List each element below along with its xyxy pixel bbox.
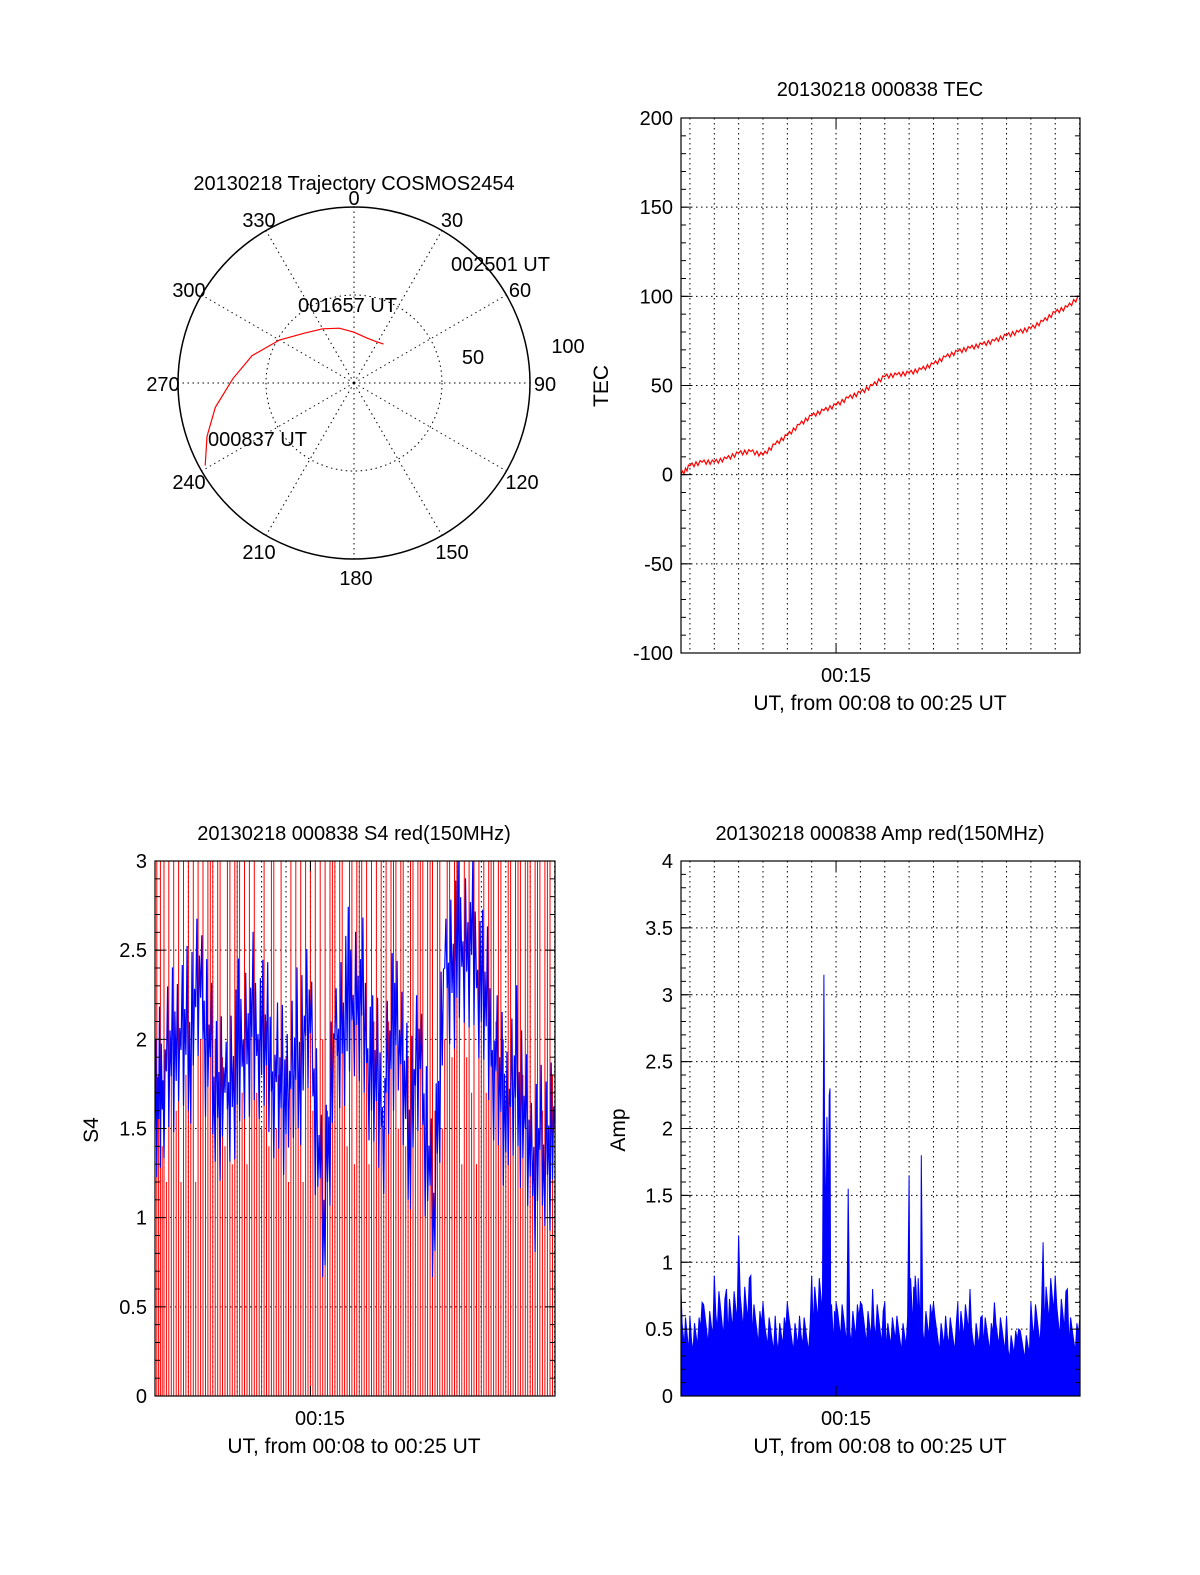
amp-x-tick-label: 00:15 bbox=[821, 1408, 871, 1430]
amp-y-axis-label: Amp bbox=[607, 1108, 630, 1151]
y-tick-label: 3 bbox=[136, 851, 147, 873]
tec-grid bbox=[681, 118, 1081, 653]
trajectory-track-line bbox=[204, 327, 384, 466]
tec-y-tick-labels: -100 -50 0 50 100 150 200 bbox=[633, 108, 673, 665]
polar-angle-label: 300 bbox=[172, 280, 205, 302]
y-tick-label: 100 bbox=[640, 286, 673, 308]
polar-angle-label: 270 bbox=[146, 374, 179, 396]
s4-title: 20130218 000838 S4 red(150MHz) bbox=[197, 823, 511, 845]
y-tick-label: 0.5 bbox=[645, 1319, 673, 1341]
amp-panel: 20130218 000838 Amp red(150MHz) 0 0.5 1 1.5… bbox=[607, 823, 1081, 1458]
polar-spoke-210 bbox=[265, 382, 355, 536]
tec-plot-frame bbox=[680, 117, 1081, 654]
s4-blue-series-line bbox=[154, 860, 556, 1278]
polar-radial-labels: 50 100 bbox=[462, 336, 585, 369]
polar-angle-labels: 0 30 60 90 120 150 180 210 240 270 300 330 bbox=[146, 188, 556, 590]
polar-angle-label: 90 bbox=[534, 374, 556, 396]
polar-angle-label: 30 bbox=[441, 210, 463, 232]
trajectory-annotation: 002501 UT bbox=[451, 254, 550, 276]
s4-y-tick-labels: 0 0.5 1 1.5 2 2.5 3 bbox=[119, 851, 147, 1408]
y-tick-label: 2.5 bbox=[645, 1052, 673, 1074]
tec-title: 20130218 000838 TEC bbox=[777, 79, 983, 101]
y-tick-label: 200 bbox=[640, 108, 673, 130]
polar-angle-label: 180 bbox=[339, 568, 372, 590]
y-tick-label: 0.5 bbox=[119, 1297, 147, 1319]
amp-x-axis-label: UT, from 00:08 to 00:25 UT bbox=[753, 1435, 1006, 1458]
y-tick-label: -100 bbox=[633, 643, 673, 665]
polar-angle-label: 150 bbox=[435, 542, 468, 564]
polar-angle-label: 210 bbox=[242, 542, 275, 564]
y-tick-label: 3 bbox=[662, 985, 673, 1007]
y-tick-label: 2 bbox=[136, 1029, 147, 1051]
polar-angle-label: 240 bbox=[172, 472, 205, 494]
s4-x-axis-label: UT, from 00:08 to 00:25 UT bbox=[227, 1435, 480, 1458]
trajectory-annotations: 000837 UT 001657 UT 002501 UT bbox=[208, 254, 550, 451]
amp-y-tick-labels: 0 0.5 1 1.5 2 2.5 3 3.5 4 bbox=[645, 851, 673, 1408]
polar-angle-label: 120 bbox=[505, 472, 538, 494]
s4-x-tick-label: 00:15 bbox=[295, 1408, 345, 1430]
amp-tick-marks bbox=[681, 860, 1080, 1397]
polar-spoke-150 bbox=[353, 382, 443, 536]
s4-tick-marks bbox=[155, 860, 555, 1397]
y-tick-label: 1 bbox=[662, 1252, 673, 1274]
y-tick-label: -50 bbox=[644, 554, 673, 576]
y-tick-label: 1.5 bbox=[119, 1119, 147, 1141]
y-tick-label: 2 bbox=[662, 1119, 673, 1141]
polar-plot: 0 30 60 90 120 150 180 210 240 270 300 330 50 100 00… bbox=[146, 188, 584, 590]
polar-boundary bbox=[177, 206, 531, 560]
trajectory-title: 20130218 Trajectory COSMOS2454 bbox=[193, 173, 514, 195]
polar-angle-label: 330 bbox=[242, 210, 275, 232]
y-tick-label: 3.5 bbox=[645, 918, 673, 940]
tec-panel: 20130218 000838 TEC -100-50050100150200 … bbox=[590, 79, 1081, 715]
y-tick-label: 0 bbox=[136, 1386, 147, 1408]
tec-y-axis-label: TEC bbox=[590, 365, 613, 407]
y-tick-label: 150 bbox=[640, 197, 673, 219]
trajectory-annotation: 000837 UT bbox=[208, 429, 307, 451]
tec-series-line bbox=[680, 295, 1081, 476]
polar-radial-label: 50 bbox=[462, 347, 484, 369]
trajectory-panel: 20130218 Trajectory COSMOS2454 0 30 60 90 12… bbox=[146, 173, 584, 590]
tec-tick-marks bbox=[681, 117, 1080, 654]
y-tick-label: 50 bbox=[651, 376, 673, 398]
y-tick-label: 4 bbox=[662, 851, 673, 873]
y-tick-label: 2.5 bbox=[119, 940, 147, 962]
amp-title: 20130218 000838 Amp red(150MHz) bbox=[715, 823, 1044, 845]
y-tick-label: 0 bbox=[662, 1386, 673, 1408]
polar-radial-label: 100 bbox=[551, 336, 584, 358]
s4-panel: 20130218 000838 S4 red(150MHz) 0 0.5 1 1.5 2… bbox=[80, 823, 556, 1458]
polar-angle-label: 60 bbox=[509, 280, 531, 302]
polar-angle-label: 0 bbox=[348, 188, 359, 210]
polar-spoke-240 bbox=[201, 382, 355, 472]
trajectory-annotation: 001657 UT bbox=[298, 295, 397, 317]
y-tick-label: 0 bbox=[662, 465, 673, 487]
amp-series-fill bbox=[680, 974, 1081, 1397]
tec-x-tick-label: 00:15 bbox=[821, 665, 871, 687]
s4-y-axis-label: S4 bbox=[80, 1117, 103, 1143]
y-tick-label: 1 bbox=[136, 1208, 147, 1230]
polar-grid-ring-inner bbox=[265, 294, 443, 472]
tec-x-axis-label: UT, from 00:08 to 00:25 UT bbox=[753, 692, 1006, 715]
y-tick-label: 1.5 bbox=[645, 1185, 673, 1207]
